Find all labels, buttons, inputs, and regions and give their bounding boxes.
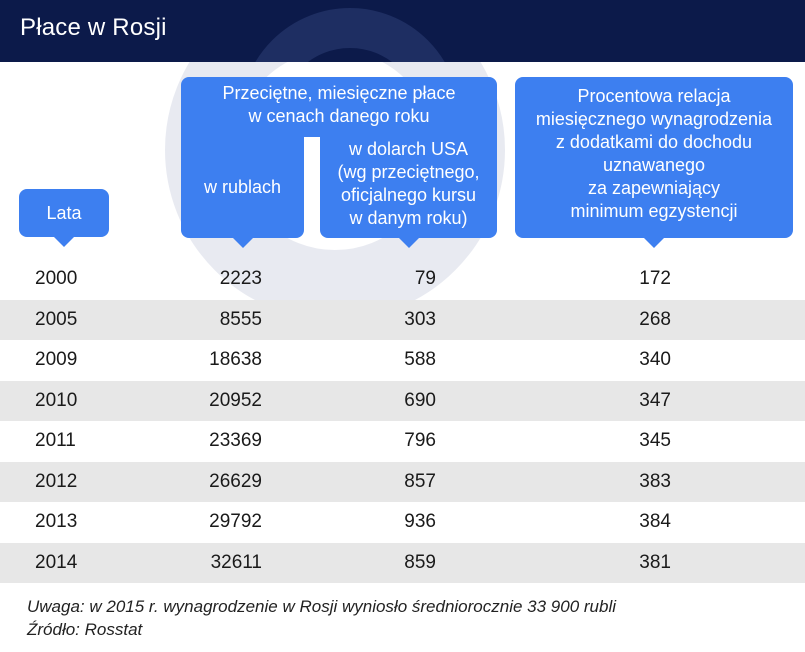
footer-source: Źródło: Rosstat <box>27 620 143 639</box>
cell-pct: 345 <box>639 430 671 451</box>
header-wages-line: w cenach danego roku <box>248 106 430 126</box>
header-wages-group: Przeciętne, miesięczne płace w cenach da… <box>181 77 497 137</box>
bubble-tail <box>644 238 664 248</box>
header-usd-line: (wg przeciętnego, <box>337 162 480 182</box>
cell-rub: 20952 <box>209 389 262 411</box>
cell-usd: 588 <box>404 349 436 370</box>
header-usd-line: oficjalnego kursu <box>340 185 477 205</box>
cell-year: 2012 <box>35 470 78 492</box>
cell-usd: 303 <box>404 308 436 330</box>
cell-usd: 690 <box>404 389 436 411</box>
watermark-logo-top <box>240 8 460 62</box>
cell-pct: 381 <box>639 551 671 573</box>
cell-rub: 18638 <box>209 349 262 370</box>
cell-usd: 796 <box>404 430 436 451</box>
header-usd: w dolarch USA (wg przeciętnego, oficjaln… <box>320 136 497 248</box>
header-percent-line: minimum egzystencji <box>570 201 738 221</box>
cell-year: 2014 <box>35 551 78 573</box>
table-row: 2000 2223 79 172 <box>0 259 805 300</box>
cell-rub: 23369 <box>209 430 262 451</box>
footer-notes: Uwaga: w 2015 r. wynagrodzenie w Rosji w… <box>27 595 616 641</box>
cell-year: 2010 <box>35 389 78 411</box>
cell-year: 2005 <box>35 308 78 330</box>
cell-usd: 859 <box>404 551 436 573</box>
cell-pct: 383 <box>639 470 671 492</box>
page-title: Płace w Rosji <box>20 14 167 41</box>
table-row: 2011 23369 796 345 <box>0 421 805 462</box>
bubble-tail <box>398 238 419 248</box>
header-percent: Procentowa relacja miesięcznego wynagrod… <box>515 77 793 248</box>
table-row: 2005 8555 303 268 <box>0 299 805 340</box>
header-wages-line: Przeciętne, miesięczne płace <box>222 83 456 103</box>
header-percent-line: Procentowa relacja <box>577 86 731 106</box>
cell-pct: 268 <box>639 308 671 330</box>
header-rubles: w rublach <box>181 136 304 248</box>
cell-rub: 8555 <box>219 308 262 330</box>
cell-rub: 2223 <box>219 268 262 289</box>
title-bar: Płace w Rosji <box>0 0 805 62</box>
cell-rub: 29792 <box>209 511 262 532</box>
header-percent-line: miesięcznego wynagrodzenia <box>535 109 773 129</box>
cell-pct: 347 <box>639 389 671 411</box>
bubble-tail <box>232 238 253 248</box>
cell-year: 2000 <box>35 268 78 289</box>
cell-rub: 26629 <box>209 470 262 492</box>
table-row: 2014 32611 859 381 <box>0 542 805 583</box>
header-percent-line: z dodatkami do dochodu <box>555 132 753 152</box>
table-row: 2010 20952 690 347 <box>0 380 805 421</box>
table-row: 2009 18638 588 340 <box>0 340 805 381</box>
cell-rub: 32611 <box>210 551 262 573</box>
header-lata-label: Lata <box>46 203 82 223</box>
header-rubles-label: w rublach <box>203 177 282 197</box>
cell-pct: 172 <box>639 268 671 289</box>
header-percent-line: za zapewniający <box>587 178 721 198</box>
header-percent-line: uznawanego <box>602 155 706 175</box>
cell-pct: 340 <box>639 349 671 370</box>
cell-year: 2009 <box>35 349 78 370</box>
footer-note: Uwaga: w 2015 r. wynagrodzenie w Rosji w… <box>27 597 617 616</box>
cell-pct: 384 <box>639 511 671 532</box>
header-lata: Lata <box>19 189 109 247</box>
cell-usd: 857 <box>404 470 436 492</box>
cell-usd: 79 <box>414 268 436 289</box>
data-table: 2000 2223 79 172 2005 8555 303 268 2009 … <box>0 259 805 583</box>
cell-year: 2013 <box>35 511 78 532</box>
header-usd-line: w dolarch USA <box>348 139 469 159</box>
header-usd-line: w danym roku) <box>349 208 468 228</box>
bubble-tail <box>54 237 74 247</box>
table-row: 2013 29792 936 384 <box>0 502 805 543</box>
cell-year: 2011 <box>35 430 76 451</box>
cell-usd: 936 <box>404 511 436 532</box>
table-row: 2012 26629 857 383 <box>0 461 805 502</box>
